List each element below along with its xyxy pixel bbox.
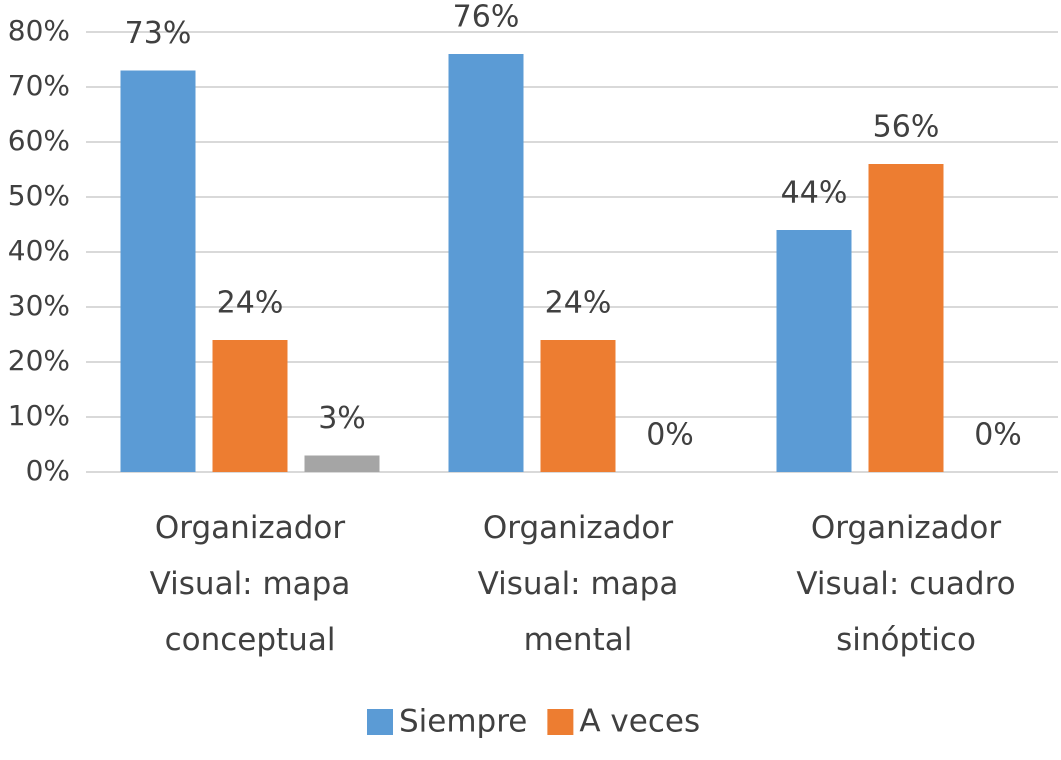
x-tick-label: Organizador Visual: mapa conceptual: [149, 510, 351, 658]
bar: [120, 70, 196, 472]
y-tick-label: 60%: [8, 124, 70, 157]
bar: [776, 230, 852, 472]
data-label: 76%: [453, 0, 520, 35]
bar: [540, 340, 616, 472]
data-label: 24%: [545, 286, 612, 321]
bar: [304, 455, 380, 472]
bar: [212, 340, 288, 472]
y-tick-label: 70%: [8, 69, 70, 102]
y-tick-label: 20%: [8, 344, 70, 377]
bar: [448, 54, 524, 472]
x-tick-label: Organizador Visual: cuadro sinóptico: [796, 510, 1016, 658]
y-tick-label: 40%: [8, 234, 70, 267]
legend-label: A veces: [579, 704, 700, 740]
data-label: 24%: [217, 286, 284, 321]
legend-label: Siempre: [399, 704, 527, 740]
y-tick-label: 80%: [8, 14, 70, 47]
y-tick-label: 10%: [8, 399, 70, 432]
legend-swatch: [547, 709, 574, 735]
data-label: 3%: [318, 401, 366, 436]
data-label: 44%: [781, 176, 848, 211]
y-tick-label: 50%: [8, 179, 70, 212]
data-label: 73%: [125, 16, 192, 51]
y-tick-label: 30%: [8, 289, 70, 322]
data-label: 0%: [974, 418, 1022, 453]
y-tick-label: 0%: [26, 454, 70, 487]
x-tick-label: Organizador Visual: mapa mental: [477, 510, 679, 658]
data-label: 56%: [873, 110, 940, 145]
legend-swatch: [367, 709, 393, 735]
data-label: 0%: [646, 418, 694, 453]
bar: [868, 164, 944, 472]
